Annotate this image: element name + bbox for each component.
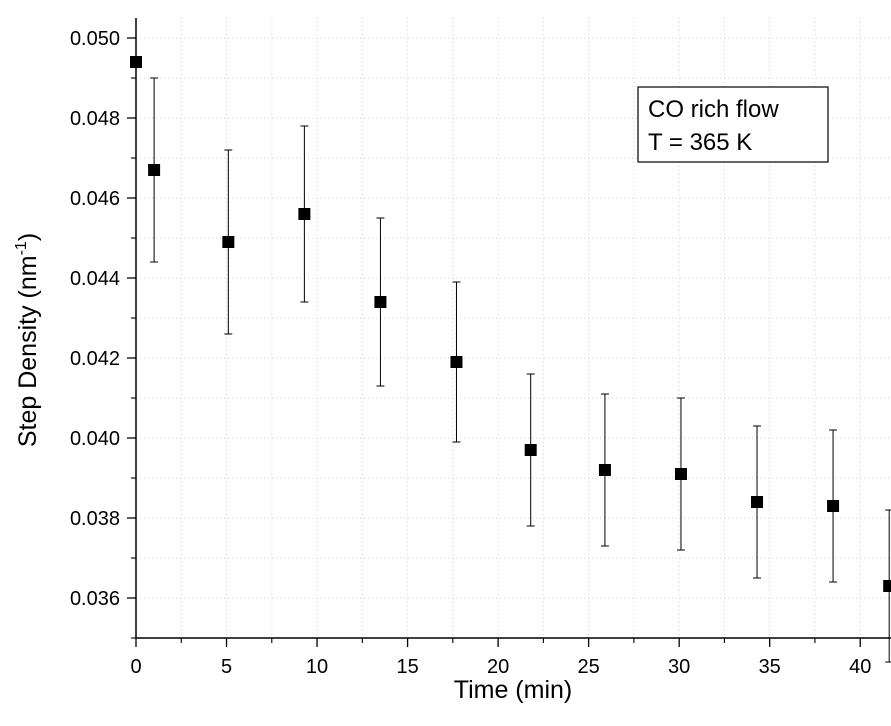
data-point-marker	[674, 468, 687, 480]
y-tick-label: 0.046	[70, 188, 120, 210]
y-axis-label: Step Density (nm-1)	[13, 233, 42, 447]
x-axis-label: Time (min)	[454, 676, 573, 704]
x-tick-label: 20	[487, 656, 509, 678]
y-tick-label: 0.040	[70, 428, 120, 450]
y-axis-label-end: )	[14, 233, 42, 241]
data-point-marker	[598, 464, 611, 476]
x-tick-label: 5	[221, 656, 232, 678]
data-point-marker	[222, 236, 235, 248]
x-ticks: 0 5 10 15 20 25 30 35 40	[130, 638, 871, 678]
data-point-marker	[524, 444, 537, 456]
x-tick-label: 0	[130, 656, 141, 678]
x-tick-label: 30	[668, 656, 690, 678]
y-tick-label: 0.048	[70, 108, 120, 130]
data-point-marker	[883, 580, 891, 592]
legend-frame	[637, 86, 829, 163]
y-ticks: 0.036 0.038 0.040 0.042 0.044 0.046 0.048 0.050	[70, 28, 136, 639]
y-tick-label: 0.044	[70, 268, 120, 290]
data-point-marker	[374, 296, 387, 308]
axes	[135, 18, 891, 639]
data-point-marker	[298, 208, 311, 220]
legend-line-1: CO rich flow	[648, 96, 779, 123]
x-tick-label: 25	[578, 656, 600, 678]
y-tick-label: 0.042	[70, 348, 120, 370]
data-point-marker	[827, 500, 840, 512]
y-axis-label-superscript: -1	[13, 241, 30, 255]
legend-line-2: T = 365 K	[648, 129, 752, 156]
data-point-marker	[751, 496, 764, 508]
data-point-marker	[450, 356, 463, 368]
x-tick-label: 35	[759, 656, 781, 678]
x-tick-label: 40	[849, 656, 871, 678]
legend-box: CO rich flow T = 365 K	[637, 86, 829, 163]
y-axis-label-base: Step Density (nm	[14, 255, 42, 447]
y-tick-label: 0.036	[70, 588, 120, 610]
x-tick-label: 10	[306, 656, 328, 678]
error-bars	[150, 77, 891, 663]
y-tick-label: 0.038	[70, 508, 120, 530]
grid	[136, 18, 891, 639]
x-tick-label: 15	[396, 656, 418, 678]
y-tick-label: 0.050	[70, 28, 120, 50]
data-point-marker	[148, 164, 161, 176]
